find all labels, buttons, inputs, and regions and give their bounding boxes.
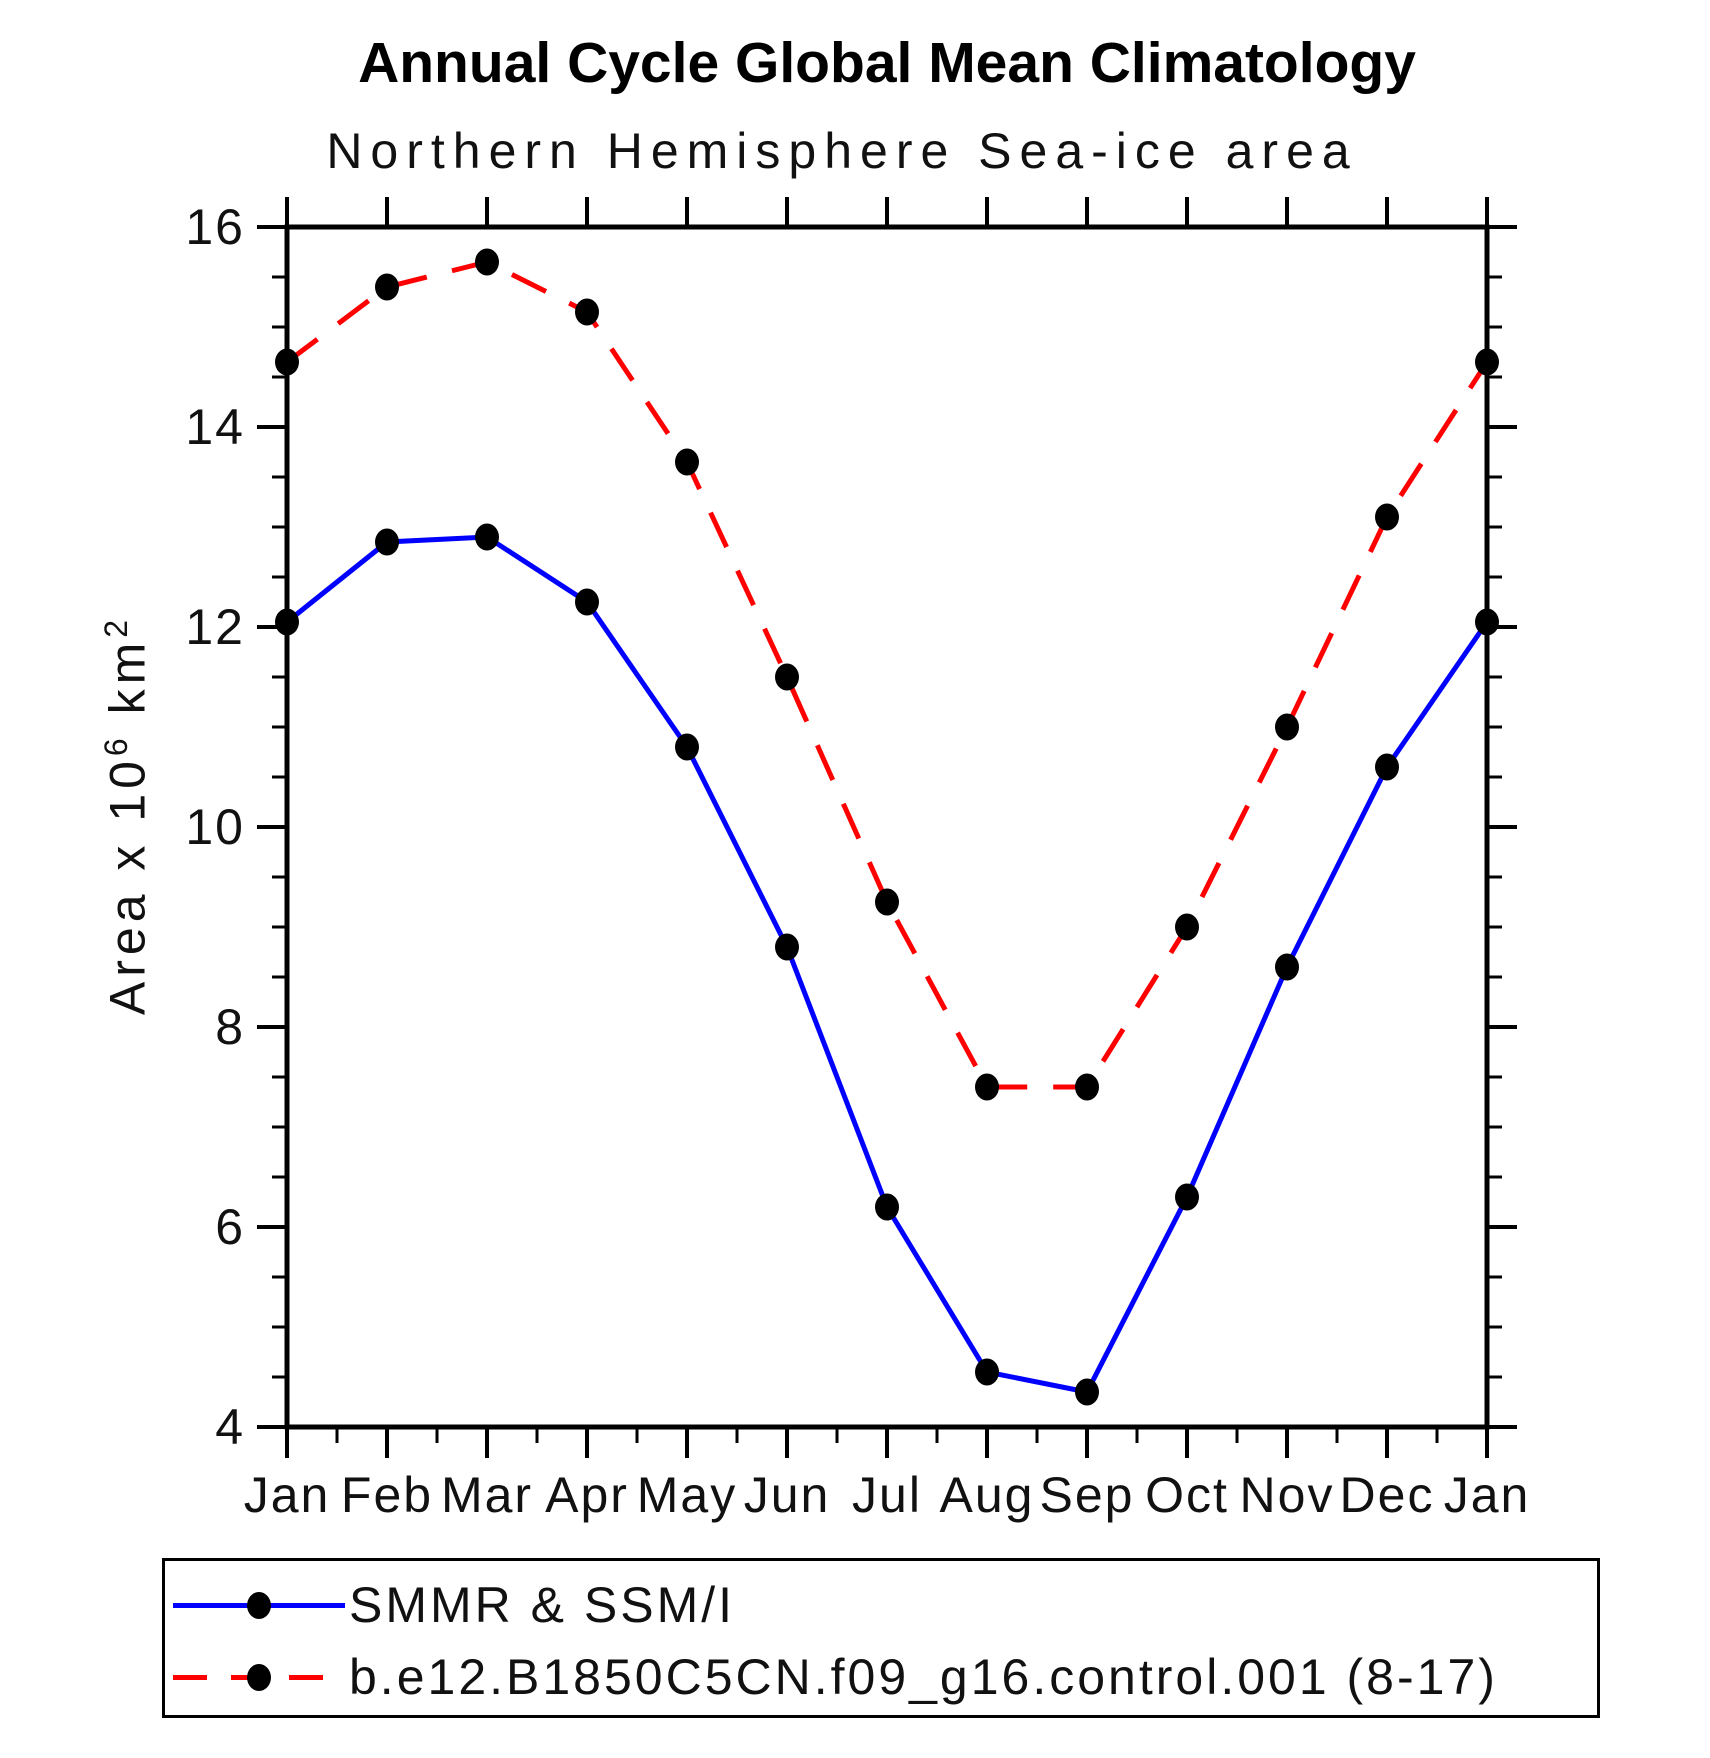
data-point-marker-s1-Jun [775,663,799,691]
data-point-marker-s0-Feb [375,528,399,556]
y-tick-label: 4 [215,1399,245,1455]
x-tick-label: Jul [852,1467,922,1523]
data-point-marker-s0-Aug [975,1358,999,1386]
legend-item-observations: SMMR & SSM/I [173,1577,735,1633]
x-tick-label: Feb [341,1467,433,1523]
data-point-marker-s0-May [675,733,699,761]
y-tick-label: 8 [215,999,245,1055]
x-tick-label: Aug [940,1467,1035,1523]
data-point-marker-s0-Dec [1375,753,1399,781]
series-line-1 [285,259,1490,1090]
x-tick-label: Nov [1240,1467,1335,1523]
data-point-marker-s1-Apr [575,298,599,326]
data-point-marker-s0-Nov [1275,953,1299,981]
data-point-marker-s1-Feb [375,273,399,301]
data-point-marker-s1-May [675,448,699,476]
data-point-marker-s0-Sep [1075,1378,1099,1406]
data-point-marker-s1-Jul [875,888,899,916]
x-tick-label: Mar [441,1467,533,1523]
data-point-marker-s0-Jul [875,1193,899,1221]
data-point-marker-s0-Oct [1175,1183,1199,1211]
legend-label-observations: SMMR & SSM/I [349,1577,736,1633]
data-point-marker-s0-Jan [275,608,299,636]
series-line-0 [285,534,1490,1395]
data-point-marker-s0-Mar [475,523,499,551]
data-point-marker-s1-Oct [1175,913,1199,941]
legend-line-sample-dashed [173,1663,345,1691]
data-point-marker-s0-Apr [575,588,599,616]
data-point-marker-s1-Dec [1375,503,1399,531]
y-tick-label: 10 [185,799,245,855]
data-point-marker-s1-Jan [275,348,299,376]
chart-subtitle: Northern Hemisphere Sea-ice area [326,123,1358,179]
data-point-marker-s1-Aug [975,1073,999,1101]
chart-title: Annual Cycle Global Mean Climatology [358,31,1416,95]
plot-frame [284,224,1490,1430]
data-point-marker-s0-Jan [1475,608,1499,636]
data-point-marker-s1-Sep [1075,1073,1099,1101]
x-tick-label: May [637,1467,737,1523]
x-tick-label: Jan [1444,1467,1531,1523]
legend-marker-dot-icon [247,1592,271,1619]
data-point-marker-s1-Mar [475,248,499,276]
data-point-marker-s1-Nov [1275,713,1299,741]
x-tick-label: Oct [1145,1467,1229,1523]
legend-marker-dot-icon [247,1664,271,1691]
x-tick-label: Jan [244,1467,331,1523]
legend-item-model: b.e12.B1850C5CN.f09_g16.control.001 (8-1… [173,1649,1498,1705]
y-tick-label: 14 [185,399,245,455]
legend-label-model: b.e12.B1850C5CN.f09_g16.control.001 (8-1… [349,1649,1498,1705]
y-tick-label: 16 [185,199,245,255]
x-tick-label: Apr [545,1467,629,1523]
y-tick-label: 6 [215,1199,245,1255]
x-tick-label: Dec [1340,1467,1435,1523]
x-tick-label: Jun [744,1467,831,1523]
x-tick-label: Sep [1040,1467,1135,1523]
y-tick-label: 12 [185,599,245,655]
legend-box: SMMR & SSM/I b.e12.B1850C5CN.f09_g16.con… [162,1558,1600,1718]
data-point-marker-s1-Jan [1475,348,1499,376]
legend-line-sample-solid [173,1591,345,1619]
data-point-marker-s0-Jun [775,933,799,961]
